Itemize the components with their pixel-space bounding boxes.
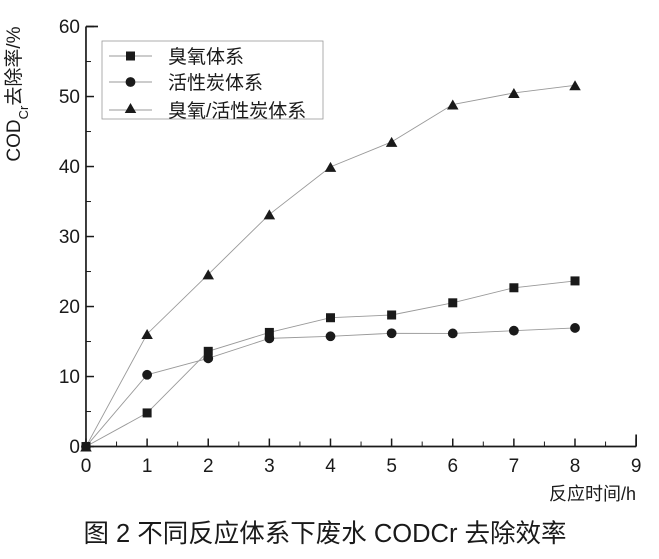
svg-text:40: 40	[59, 157, 80, 178]
svg-text:图 2 不同反应体系下废水 CODCr 去除效率: 图 2 不同反应体系下废水 CODCr 去除效率	[83, 520, 566, 548]
svg-text:20: 20	[59, 297, 80, 318]
svg-text:2: 2	[203, 456, 214, 477]
svg-text:10: 10	[59, 367, 80, 388]
svg-text:30: 30	[59, 227, 80, 248]
svg-text:臭氧体系: 臭氧体系	[168, 46, 244, 68]
svg-text:3: 3	[264, 456, 275, 477]
svg-text:臭氧/活性炭体系: 臭氧/活性炭体系	[168, 100, 306, 122]
svg-text:4: 4	[325, 456, 336, 477]
svg-text:活性炭体系: 活性炭体系	[168, 72, 263, 94]
svg-text:7: 7	[509, 456, 520, 477]
svg-text:5: 5	[386, 456, 397, 477]
svg-text:反应时间/h: 反应时间/h	[549, 484, 636, 504]
svg-text:50: 50	[59, 87, 80, 108]
svg-text:60: 60	[59, 17, 80, 38]
svg-text:9: 9	[631, 456, 642, 477]
svg-text:8: 8	[570, 456, 581, 477]
svg-text:1: 1	[142, 456, 153, 477]
svg-text:6: 6	[447, 456, 458, 477]
svg-text:0: 0	[81, 456, 92, 477]
svg-text:0: 0	[69, 437, 80, 458]
